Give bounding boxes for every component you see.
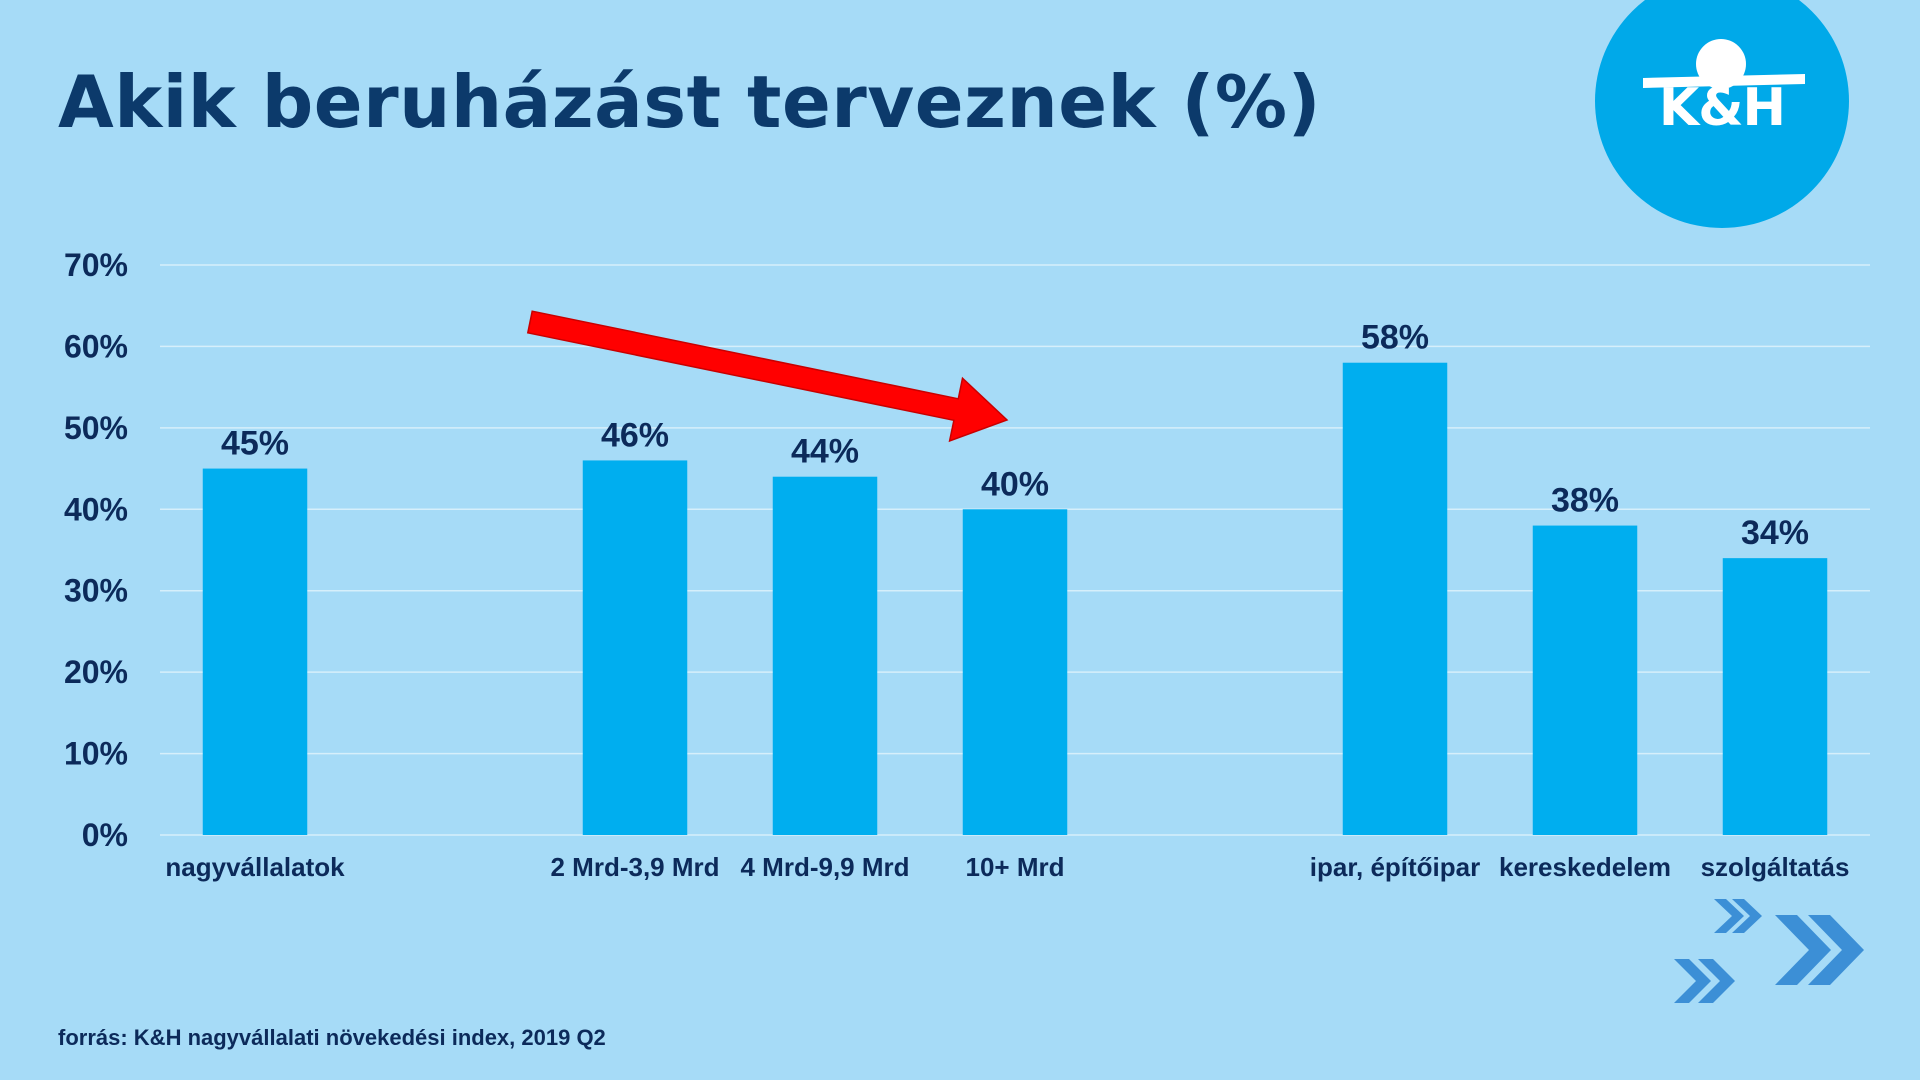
x-tick-label: 2 Mrd-3,9 Mrd	[550, 852, 719, 882]
chevron-shape	[1698, 959, 1735, 1003]
y-axis-tick-labels: 0% 10% 20% 30% 40% 50% 60% 70%	[64, 247, 128, 853]
y-tick-label: 70%	[64, 247, 128, 283]
y-tick-label: 0%	[82, 817, 128, 853]
data-label: 40%	[981, 465, 1049, 503]
bar	[202, 468, 308, 835]
bar	[1532, 525, 1638, 835]
data-labels: 45% 46% 44% 40% 58% 38% 34%	[221, 319, 1809, 552]
kh-logo-icon	[1643, 39, 1805, 89]
bar	[1722, 558, 1828, 835]
y-tick-label: 20%	[64, 654, 128, 690]
x-tick-label: kereskedelem	[1499, 852, 1671, 882]
x-tick-label: nagyvállalatok	[165, 852, 345, 882]
data-label: 58%	[1361, 319, 1429, 357]
bars	[202, 362, 1828, 835]
y-tick-label: 30%	[64, 573, 128, 609]
x-tick-label: ipar, építőipar	[1310, 852, 1481, 882]
kh-logo: K&H	[1595, 0, 1849, 228]
data-label: 38%	[1551, 482, 1619, 520]
kh-logo-text: K&H	[1658, 78, 1786, 138]
bar	[1342, 362, 1448, 835]
bar	[772, 476, 878, 835]
bar-chart: 0% 10% 20% 30% 40% 50% 60% 70% 45% 46% 44% 40% 58% 3…	[64, 247, 1870, 882]
data-label: 34%	[1741, 514, 1809, 552]
y-tick-label: 60%	[64, 328, 128, 364]
page-title: Akik beruházást terveznek (%)	[58, 60, 1321, 144]
data-label: 44%	[791, 433, 859, 471]
chevron-shape	[1732, 899, 1762, 933]
data-label: 46%	[601, 416, 669, 454]
bar	[582, 460, 688, 835]
y-tick-label: 50%	[64, 410, 128, 446]
trend-arrow	[526, 310, 1009, 443]
chevrons-decoration-icon	[1674, 899, 1864, 1003]
x-axis-tick-labels: nagyvállalatok 2 Mrd-3,9 Mrd 4 Mrd-9,9 Mrd…	[165, 852, 1849, 882]
chevron-shape	[1714, 899, 1744, 933]
x-tick-label: 10+ Mrd	[966, 852, 1065, 882]
red-arrow	[526, 310, 1009, 443]
source-note: forrás: K&H nagyvállalati növekedési ind…	[58, 1025, 606, 1050]
chevron-shape	[1775, 915, 1831, 985]
chevron-shape	[1808, 915, 1864, 985]
data-label: 45%	[221, 425, 289, 463]
y-tick-label: 40%	[64, 491, 128, 527]
chevron-shape	[1674, 959, 1711, 1003]
y-tick-label: 10%	[64, 736, 128, 772]
x-tick-label: szolgáltatás	[1701, 852, 1850, 882]
x-tick-label: 4 Mrd-9,9 Mrd	[740, 852, 909, 882]
bar	[962, 509, 1068, 835]
